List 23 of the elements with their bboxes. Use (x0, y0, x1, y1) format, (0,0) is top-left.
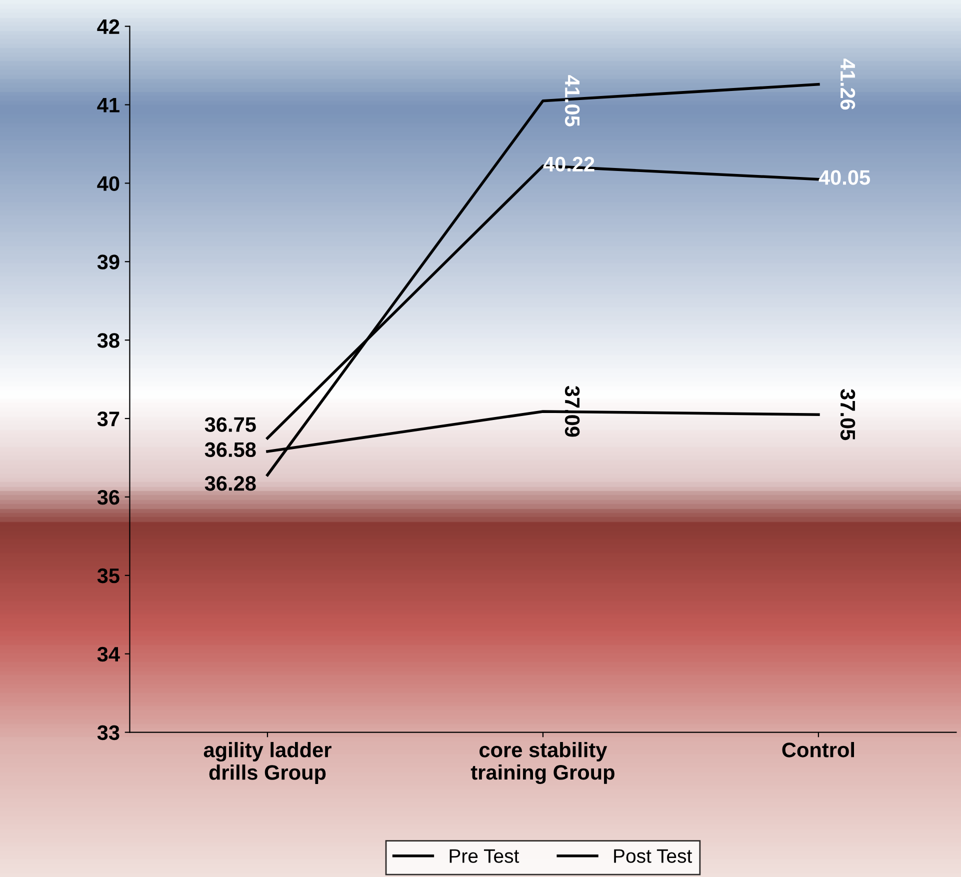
legend-label: Post Test (614, 849, 692, 863)
y-tick-label: 37 (97, 412, 120, 426)
data-label: 40.05 (818, 170, 870, 185)
y-tick-label: 38 (97, 333, 120, 348)
data-label: 37.05 (840, 389, 856, 440)
y-tick-label: 36 (97, 490, 120, 505)
y-tick-label: 34 (97, 646, 120, 662)
data-label: 37.09 (564, 386, 580, 437)
y-tick-label: 35 (97, 568, 120, 584)
y-tick-label: 40 (97, 176, 120, 191)
y-tick-label: 33 (97, 725, 120, 740)
y-tick-label: 41 (97, 98, 120, 112)
legend-label: Pre Test (450, 849, 520, 863)
data-label: 41.05 (564, 75, 580, 126)
data-label: 36.58 (204, 442, 256, 458)
x-tick-label: agility ladder drills Group (204, 742, 332, 784)
x-tick-label: Control (782, 742, 854, 758)
y-tick-label: 42 (97, 19, 120, 34)
data-label: 36.75 (204, 417, 256, 432)
data-label: 41.26 (840, 58, 856, 110)
x-tick-label: core stability training Group (470, 742, 614, 784)
y-tick-label: 39 (97, 254, 120, 270)
data-label: 36.28 (204, 476, 256, 491)
